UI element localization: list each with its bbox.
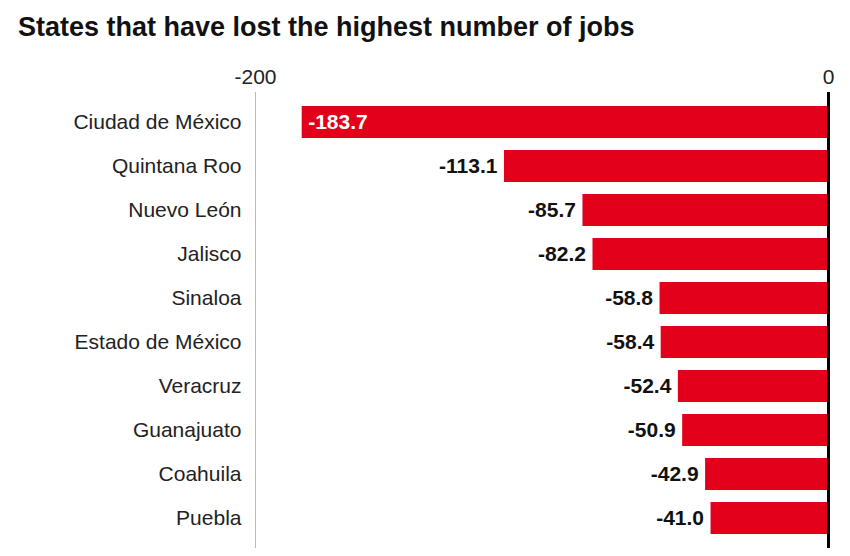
svg-text:-183.7: -183.7 xyxy=(308,110,368,133)
svg-text:-58.4: -58.4 xyxy=(606,330,654,353)
svg-text:Sinaloa: Sinaloa xyxy=(171,286,241,309)
svg-text:-41.0: -41.0 xyxy=(656,506,704,529)
svg-text:Ciudad de México: Ciudad de México xyxy=(73,110,241,133)
svg-text:-82.2: -82.2 xyxy=(538,242,586,265)
svg-text:-85.7: -85.7 xyxy=(528,198,576,221)
svg-text:Jalisco: Jalisco xyxy=(177,242,241,265)
svg-text:-52.4: -52.4 xyxy=(623,374,671,397)
html-text:States that have lost the high: States that have lost the highest number… xyxy=(18,12,635,42)
svg-text:0: 0 xyxy=(823,65,835,88)
svg-text:-50.9: -50.9 xyxy=(628,418,676,441)
svg-text:Estado de México: Estado de México xyxy=(75,330,242,353)
svg-text:-200: -200 xyxy=(234,65,276,88)
svg-text:Coahuila: Coahuila xyxy=(159,462,242,485)
svg-text:Nuevo León: Nuevo León xyxy=(128,198,241,221)
svg-text:-113.1: -113.1 xyxy=(439,154,498,177)
svg-text:Quintana Roo: Quintana Roo xyxy=(112,154,242,177)
svg-text:Veracruz: Veracruz xyxy=(159,374,242,397)
svg-text:-42.9: -42.9 xyxy=(651,462,699,485)
svg-text:Puebla: Puebla xyxy=(176,506,242,529)
svg-text:-58.8: -58.8 xyxy=(605,286,653,309)
svg-text:Guanajuato: Guanajuato xyxy=(133,418,242,441)
